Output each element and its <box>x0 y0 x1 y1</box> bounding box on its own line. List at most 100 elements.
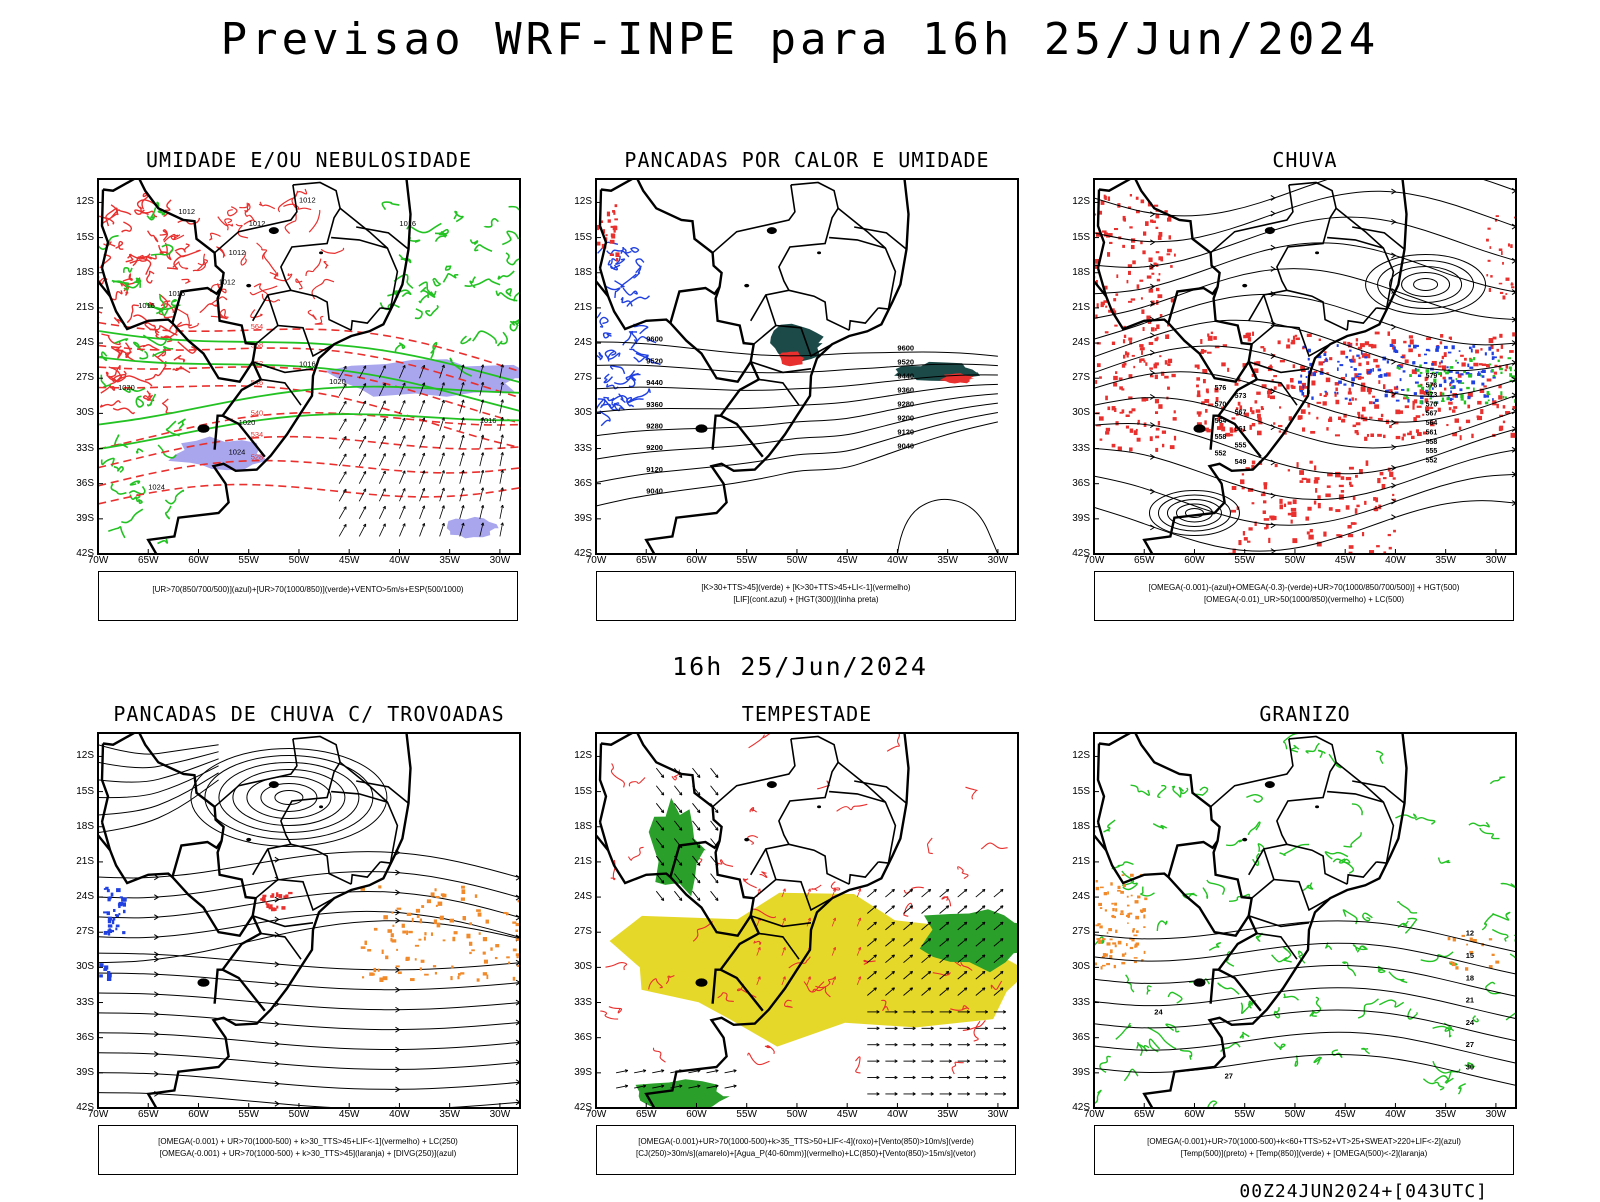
small-contour <box>210 309 228 320</box>
shaded-cell <box>1154 374 1158 380</box>
small-contour <box>149 304 170 317</box>
lon-tick-label: 55W <box>238 1109 259 1120</box>
shaded-cell <box>379 977 384 983</box>
shaded-cell <box>1148 341 1154 345</box>
shaded-cell <box>119 896 123 899</box>
map-frame <box>97 732 521 1109</box>
wind-vector-head <box>963 938 968 942</box>
shaded-cell <box>1357 373 1362 376</box>
shaded-cell <box>1414 371 1417 375</box>
small-contour <box>1298 950 1306 964</box>
wind-vector-head <box>930 1075 934 1080</box>
wind-vector <box>499 417 504 432</box>
streamline-arrow <box>1150 422 1156 429</box>
wind-vectors <box>338 364 504 537</box>
shaded-cell <box>1438 365 1442 368</box>
small-contour <box>139 350 149 360</box>
shaded-cell <box>1446 366 1449 369</box>
isobar-label: 1024 <box>229 447 246 456</box>
shaded-cell <box>1314 477 1320 481</box>
shaded-cell <box>1105 427 1111 432</box>
shaded-cell <box>516 956 519 959</box>
wind-vector <box>616 1070 628 1074</box>
legend-granizo: [OMEGA(-0.001)+UR>70(1000-500)+k<60+TTS>… <box>1094 1125 1514 1175</box>
shaded-cell <box>1277 383 1282 387</box>
small-contour <box>1156 920 1168 931</box>
state-border <box>1256 932 1298 960</box>
contour-label: 549 <box>1235 459 1247 466</box>
coastline-and-borders <box>596 733 910 1108</box>
shaded-cell <box>1428 386 1431 390</box>
country-border <box>102 733 266 1012</box>
shaded-cell <box>118 905 121 909</box>
wind-vector-head <box>402 505 406 509</box>
wind-vector <box>459 487 464 502</box>
shaded-cell <box>1388 546 1392 550</box>
wind-vector <box>459 470 464 484</box>
shaded-cell <box>1401 436 1404 441</box>
map-panel-umidade: 5645585525465405345281012101210121016101… <box>97 178 521 555</box>
wind-vector-head <box>363 506 367 510</box>
shaded-cell <box>117 903 123 907</box>
shaded-cell <box>420 959 425 963</box>
small-contour <box>148 301 155 308</box>
wind-vector <box>866 938 877 947</box>
shaded-cell <box>1416 432 1422 437</box>
wind-vector <box>957 987 968 996</box>
small-contour <box>1343 832 1362 848</box>
small-contour <box>836 803 868 812</box>
lon-tick-label: 60W <box>188 1109 209 1120</box>
wind-vector-head <box>873 905 877 909</box>
shaded-cell <box>1347 391 1352 395</box>
shaded-cell <box>1411 369 1416 374</box>
small-contour <box>381 201 400 211</box>
shaded-cell <box>1268 365 1273 369</box>
small-contour <box>1130 784 1151 796</box>
shaded-cell <box>596 241 601 246</box>
wind-vector <box>419 505 425 519</box>
shaded-cell <box>1451 962 1456 967</box>
shaded-cell <box>1229 429 1234 433</box>
small-contour <box>886 733 900 752</box>
shaded-cell <box>1498 395 1503 400</box>
shaded-cell <box>1460 398 1464 401</box>
streamline-arrow <box>274 981 280 988</box>
streamline-arrow <box>1270 492 1276 499</box>
shaded-cell <box>1507 357 1512 360</box>
lon-tick-label: 65W <box>635 1109 657 1120</box>
small-contour <box>1136 1042 1143 1056</box>
shaded-cell <box>1392 498 1396 502</box>
shaded-cell <box>1393 346 1396 350</box>
wind-vector-head <box>909 987 914 991</box>
lon-tick-label: 30W <box>1485 1109 1507 1120</box>
state-border <box>788 843 850 885</box>
wind-vector <box>439 399 445 414</box>
shaded-cell <box>1480 374 1483 377</box>
wind-vector <box>957 905 968 914</box>
shaded-cell <box>1373 497 1377 501</box>
shaded-cell <box>460 972 465 975</box>
small-contour <box>1240 999 1257 1014</box>
shaded-cell <box>1197 364 1200 370</box>
streamline <box>1094 448 1516 501</box>
shaded-cell <box>1454 418 1459 423</box>
small-contour <box>170 299 181 307</box>
shaded-cell <box>458 973 461 976</box>
shaded-cell <box>103 930 108 935</box>
contour-line <box>98 356 520 412</box>
lake-marker <box>1315 805 1320 809</box>
shaded-cell <box>1269 395 1275 400</box>
wind-vector-head <box>642 1069 647 1073</box>
wind-vector <box>459 505 464 519</box>
lon-tick-label: 55W <box>1234 1109 1255 1120</box>
small-contour <box>141 192 149 210</box>
wind-vector-head <box>945 905 950 909</box>
state-border <box>712 184 796 254</box>
shaded-cell <box>1121 953 1125 957</box>
shaded-cell <box>1384 393 1388 398</box>
shaded-cell <box>1310 371 1313 377</box>
small-contour <box>1182 892 1198 899</box>
wind-vector-head <box>984 1042 989 1047</box>
small-contour <box>137 344 160 351</box>
small-contour <box>1152 822 1168 830</box>
